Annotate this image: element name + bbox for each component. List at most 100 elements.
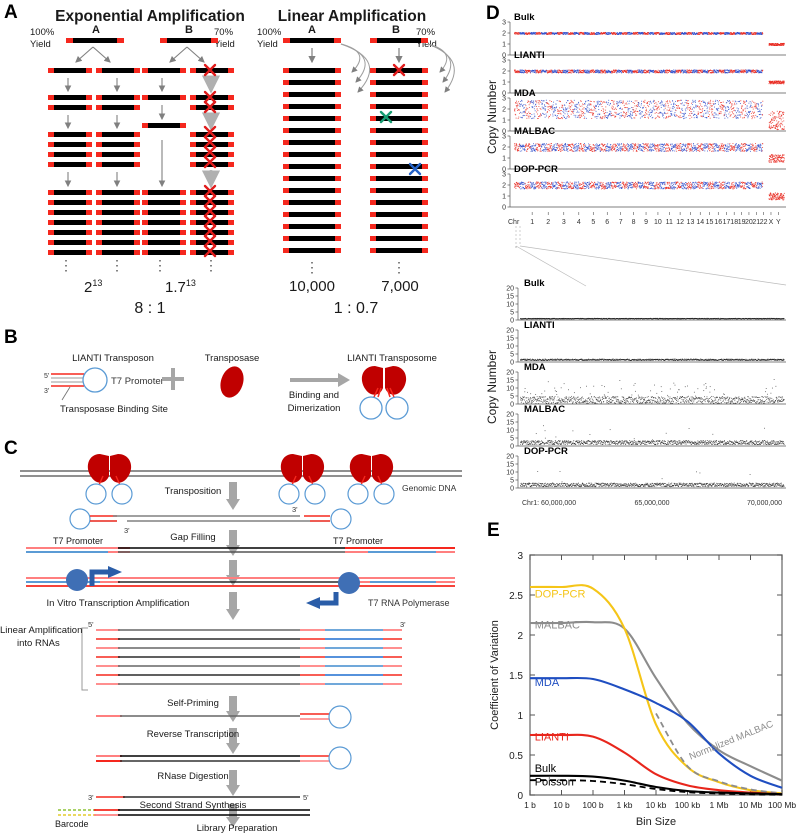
svg-text:⋮: ⋮	[153, 257, 167, 273]
svg-text:⋮: ⋮	[305, 259, 319, 275]
three-prime-ss: 3'	[88, 793, 94, 802]
svg-text:2: 2	[502, 30, 506, 37]
series-label-malbac: MALBAC	[535, 620, 580, 632]
chart-xlabel: Bin Size	[636, 816, 676, 828]
five-prime-ss: 5'	[303, 793, 309, 802]
panel-c-t7-promoter-right: T7 Promoter	[333, 536, 383, 546]
panel-d-top-ylabel: Copy Number	[485, 80, 499, 154]
svg-text:1: 1	[502, 155, 506, 162]
binding-arrow-icon	[290, 373, 350, 387]
rna-stack	[96, 630, 402, 684]
svg-text:⋮: ⋮	[59, 257, 73, 273]
panel-c-step-ivt: In Vitro Transcription Amplification	[47, 598, 190, 609]
lin-col-a-strands: ⋮	[283, 38, 370, 275]
transposase-blob	[217, 363, 248, 400]
self-primed-product	[96, 706, 351, 728]
svg-text:Bulk: Bulk	[514, 12, 535, 23]
genomic-dna-label: Genomic DNA	[402, 483, 457, 493]
exp-result-a: 213	[84, 278, 102, 296]
series-label-mda: MDA	[535, 677, 560, 689]
lin-col-b-strands: ⋮	[370, 38, 454, 275]
exp-result-a-exp: 13	[92, 278, 102, 288]
svg-text:3: 3	[502, 57, 506, 64]
exp-ratio: 8 : 1	[134, 300, 165, 318]
exp-mutation-x-marks	[205, 65, 215, 256]
three-prime-rna: 3'	[400, 620, 406, 629]
svg-text:3: 3	[502, 19, 506, 26]
panel-b-graphics: 5' 3' T7 Promoter	[0, 320, 470, 440]
plus-icon	[162, 368, 184, 390]
panel-c-step-rnase: RNase Digestion	[157, 771, 228, 782]
t7-polymerase-left	[66, 569, 88, 591]
series-label-lianti: LIANTI	[535, 732, 569, 744]
process-arrow-5	[226, 696, 240, 722]
svg-text:⋮: ⋮	[204, 257, 218, 273]
five-prime-rna: 5'	[88, 620, 94, 629]
transposed-product: 3' 3'	[70, 505, 351, 535]
panel-c-barcode-label: Barcode	[55, 819, 89, 829]
t7-polymerase-label: T7 RNA Polymerase	[368, 598, 450, 608]
svg-text:1: 1	[502, 117, 506, 124]
series-malbac	[530, 622, 782, 781]
panel-d-bottom-ylabel: Copy Number	[485, 350, 499, 424]
three-prime-label-2: 3'	[292, 505, 298, 514]
svg-text:3: 3	[502, 95, 506, 102]
panel-c-step-transposition: Transposition	[165, 486, 222, 497]
transposome-on-dna-1	[86, 454, 132, 504]
panel-c-step-selfpriming: Self-Priming	[167, 698, 219, 709]
lin-result-b: 7,000	[381, 278, 419, 295]
svg-text:MDA: MDA	[514, 88, 536, 99]
svg-text:2: 2	[502, 144, 506, 151]
rt-product	[96, 747, 351, 769]
lin-result-a: 10,000	[289, 278, 335, 295]
panel-b-arrow-label-1: Binding and	[289, 390, 339, 401]
exp-result-b-base: 1.7	[165, 279, 186, 296]
panel-a-graphics: ⋮ ⋮	[0, 0, 470, 320]
svg-text:3: 3	[502, 133, 506, 140]
zoom-fan	[516, 246, 786, 286]
svg-text:⋮: ⋮	[110, 257, 124, 273]
chart-ylabel: Coefficient of Variation	[489, 620, 501, 730]
exp-col-b-strands: ⋮ ⋮	[142, 38, 234, 273]
three-prime-label-1: 3'	[124, 526, 130, 535]
series-label-dop-pcr: DOP-PCR	[535, 588, 586, 600]
exp-result-b: 1.713	[165, 278, 196, 296]
series-label-bulk: Bulk	[535, 763, 557, 775]
svg-text:⋮: ⋮	[392, 259, 406, 275]
series-label-poisson: Poisson	[535, 776, 574, 788]
panel-c-linear-amp-1: Linear Amplification	[0, 625, 82, 636]
transposome-graphic	[360, 366, 408, 419]
rna-bracket	[82, 628, 88, 690]
exp-result-b-exp: 13	[186, 278, 196, 288]
svg-text:2: 2	[502, 106, 506, 113]
panel-b-5prime: 5'	[44, 373, 49, 380]
svg-text:MALBAC: MALBAC	[514, 126, 555, 137]
transposome-on-dna-3	[348, 454, 394, 504]
gapfilled-product	[26, 548, 455, 552]
panel-b-3prime: 3'	[44, 388, 49, 395]
process-arrow-4	[226, 592, 240, 620]
t7-polymerase-right	[338, 572, 360, 594]
series-label-normalized-malbac: Normalized MALBAC	[688, 719, 775, 763]
panel-b-arrow-label-2: Dimerization	[288, 403, 341, 414]
process-arrow-1	[226, 482, 240, 510]
transposome-on-dna-2	[279, 454, 325, 504]
panel-c-t7-promoter-left: T7 Promoter	[53, 536, 103, 546]
svg-text:2: 2	[502, 68, 506, 75]
panel-c-linear-amp-2: into RNAs	[17, 638, 60, 649]
exp-col-a-strands: ⋮ ⋮	[48, 38, 140, 273]
svg-text:1: 1	[502, 41, 506, 48]
panel-b-binding-site-label: Transposase Binding Site	[60, 404, 168, 415]
panel-c-step-gapfilling: Gap Filling	[170, 532, 215, 543]
